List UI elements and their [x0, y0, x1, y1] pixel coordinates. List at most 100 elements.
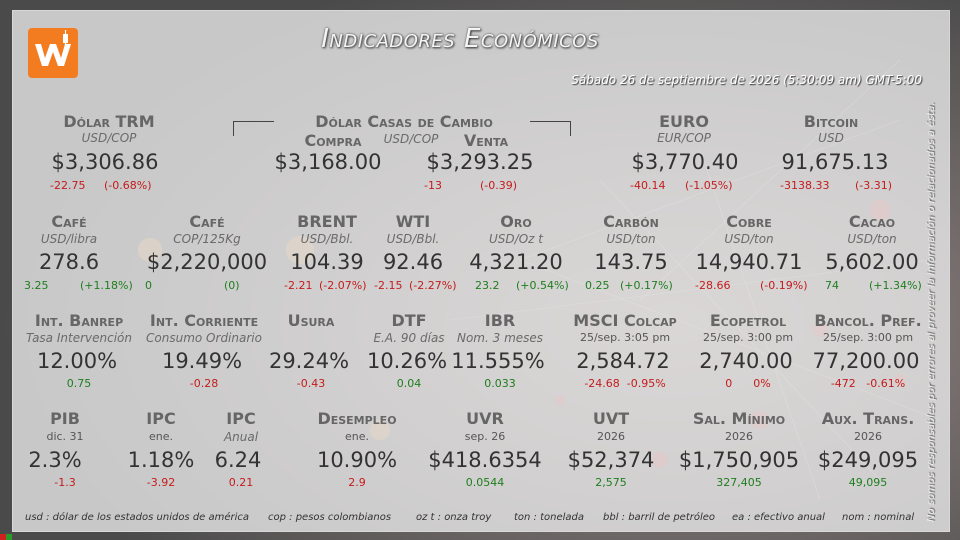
trm-label: Dólar TRM [63, 112, 155, 131]
indicators-panel [12, 10, 950, 532]
macro-value: $1,750,905 [678, 448, 800, 472]
bitcoin-label: Bitcoin [803, 112, 859, 131]
flag-corner [0, 534, 6, 540]
glossary-item: bbl : barril de petróleo [603, 512, 716, 523]
indicator-label: MSCI Colcap [573, 311, 677, 330]
indicator-label: Bancol. Pref. [814, 311, 922, 330]
glossary-item: ea : efectivo anual [732, 512, 825, 523]
commodity-value: 104.39 [290, 250, 364, 274]
macro-subtitle: ene. [148, 430, 174, 443]
macro-label: Desempleo [317, 409, 397, 428]
commodity-label: Cacao [848, 212, 896, 231]
disclaimer-text: No somos responsables por errores al pro… [926, 102, 937, 522]
indicator-change: 0 0% [725, 377, 771, 390]
commodity-change-pct: (0) [224, 279, 240, 292]
glossary-item: cop : pesos colombianos [268, 512, 392, 523]
indicator-subtitle: Tasa Intervención [26, 331, 132, 345]
commodity-unit: USD/Bbl. [300, 232, 354, 246]
macro-subtitle: sep. 26 [464, 430, 506, 443]
casas-label: Dólar Casas de Cambio [315, 112, 493, 131]
macro-value: $52,374 [567, 448, 655, 472]
glossary-item: ton : tonelada [514, 512, 585, 523]
venta-value: $3,293.25 [426, 150, 534, 174]
indicator-subtitle: 25/sep. 3:05 pm [579, 331, 671, 344]
commodity-unit: USD/ton [847, 232, 897, 246]
indicator-value: 77,200.00 [812, 349, 920, 373]
macro-change: 0.0544 [465, 476, 505, 489]
trm-change-pct: (-0.68%) [104, 179, 152, 192]
commodity-unit: USD/libra [40, 232, 98, 246]
macro-subtitle: dic. 31 [46, 430, 84, 443]
indicator-subtitle: Consumo Ordinario [146, 331, 262, 345]
commodity-label: WTI [395, 212, 431, 231]
commodity-change-pct: (-0.19%) [760, 279, 808, 292]
euro-unit: EUR/COP [657, 131, 711, 145]
casas-bracket-left [233, 121, 274, 136]
indicator-value: 2,740.00 [699, 349, 793, 373]
current-datetime: Sábado 26 de septiembre de 2026 (5:30:09… [571, 73, 922, 87]
logo-w-icon [35, 30, 71, 66]
compra-label: Compra [304, 131, 362, 150]
macro-subtitle: 2026 [854, 430, 882, 443]
commodity-change: -2.15 [374, 279, 403, 292]
commodity-change-pct: (+1.34%) [869, 279, 922, 292]
macro-change: -1.3 [54, 476, 76, 489]
indicator-change: -24.68 -0.95% [584, 377, 666, 390]
glossary-item: oz t : onza troy [416, 512, 492, 523]
macro-subtitle: 2026 [725, 430, 753, 443]
indicator-value: 19.49% [161, 349, 243, 373]
commodity-label: Cobre [726, 212, 772, 231]
commodity-label: Café [51, 212, 87, 231]
commodity-change: -2.21 [284, 279, 313, 292]
macro-value: $418.6354 [428, 448, 542, 472]
brand-logo[interactable] [28, 28, 78, 78]
commodity-change-pct: (+0.17%) [620, 279, 673, 292]
macro-subtitle: 2026 [597, 430, 625, 443]
trm-value: $3,306.86 [51, 150, 159, 174]
commodity-change-pct: (+0.54%) [516, 279, 569, 292]
indicator-change: 0.04 [396, 377, 422, 390]
macro-change: 2,575 [595, 476, 627, 489]
commodity-change: 74 [825, 279, 839, 292]
casas-bracket-right [530, 121, 571, 136]
indicator-label: DTF [391, 311, 427, 330]
macro-label: UVR [466, 409, 504, 428]
euro-change-pct: (-1.05%) [685, 179, 733, 192]
indicator-subtitle: 25/sep. 3:00 pm [822, 331, 914, 344]
commodity-value: $2,220,000 [146, 250, 268, 274]
commodity-value: 14,940.71 [695, 250, 803, 274]
macro-label: PIB [50, 409, 80, 428]
trm-unit: USD/COP [81, 131, 137, 145]
indicator-subtitle: Nom. 3 meses [456, 331, 544, 345]
euro-change: -40.14 [630, 179, 666, 192]
indicator-label: Usura [287, 311, 335, 330]
commodity-unit: USD/Oz t [489, 232, 543, 246]
macro-label: IPC [226, 409, 256, 428]
macro-subtitle: ene. [344, 430, 370, 443]
commodity-label: Café [189, 212, 225, 231]
commodity-value: 5,602.00 [825, 250, 919, 274]
commodity-label: BRENT [297, 212, 357, 231]
page-title: Indicadores Económicos [321, 24, 599, 54]
commodity-label: Oro [500, 212, 532, 231]
indicator-label: Ecopetrol [709, 311, 787, 330]
compra-value: $3,168.00 [274, 150, 382, 174]
indicator-subtitle: 25/sep. 3:00 pm [702, 331, 794, 344]
macro-value: $249,095 [817, 448, 919, 472]
glossary-item: nom : nominal [842, 512, 915, 523]
macro-change: -3.92 [146, 476, 176, 489]
euro-value: $3,770.40 [631, 150, 739, 174]
macro-change: 49,095 [848, 476, 888, 489]
indicator-change: -0.43 [296, 377, 326, 390]
macro-value: 6.24 [214, 448, 262, 472]
commodity-value: 92.46 [382, 250, 444, 274]
commodity-label: Carbón [603, 212, 659, 231]
commodity-value: 4,321.20 [469, 250, 563, 274]
commodity-change: 23.2 [475, 279, 500, 292]
commodity-unit: COP/125Kg [173, 232, 241, 246]
indicator-value: 12.00% [36, 349, 118, 373]
macro-label: IPC [146, 409, 176, 428]
macro-value: 10.90% [316, 448, 398, 472]
venta-label: Venta [463, 131, 509, 150]
indicator-label: Int. Banrep [34, 311, 124, 330]
